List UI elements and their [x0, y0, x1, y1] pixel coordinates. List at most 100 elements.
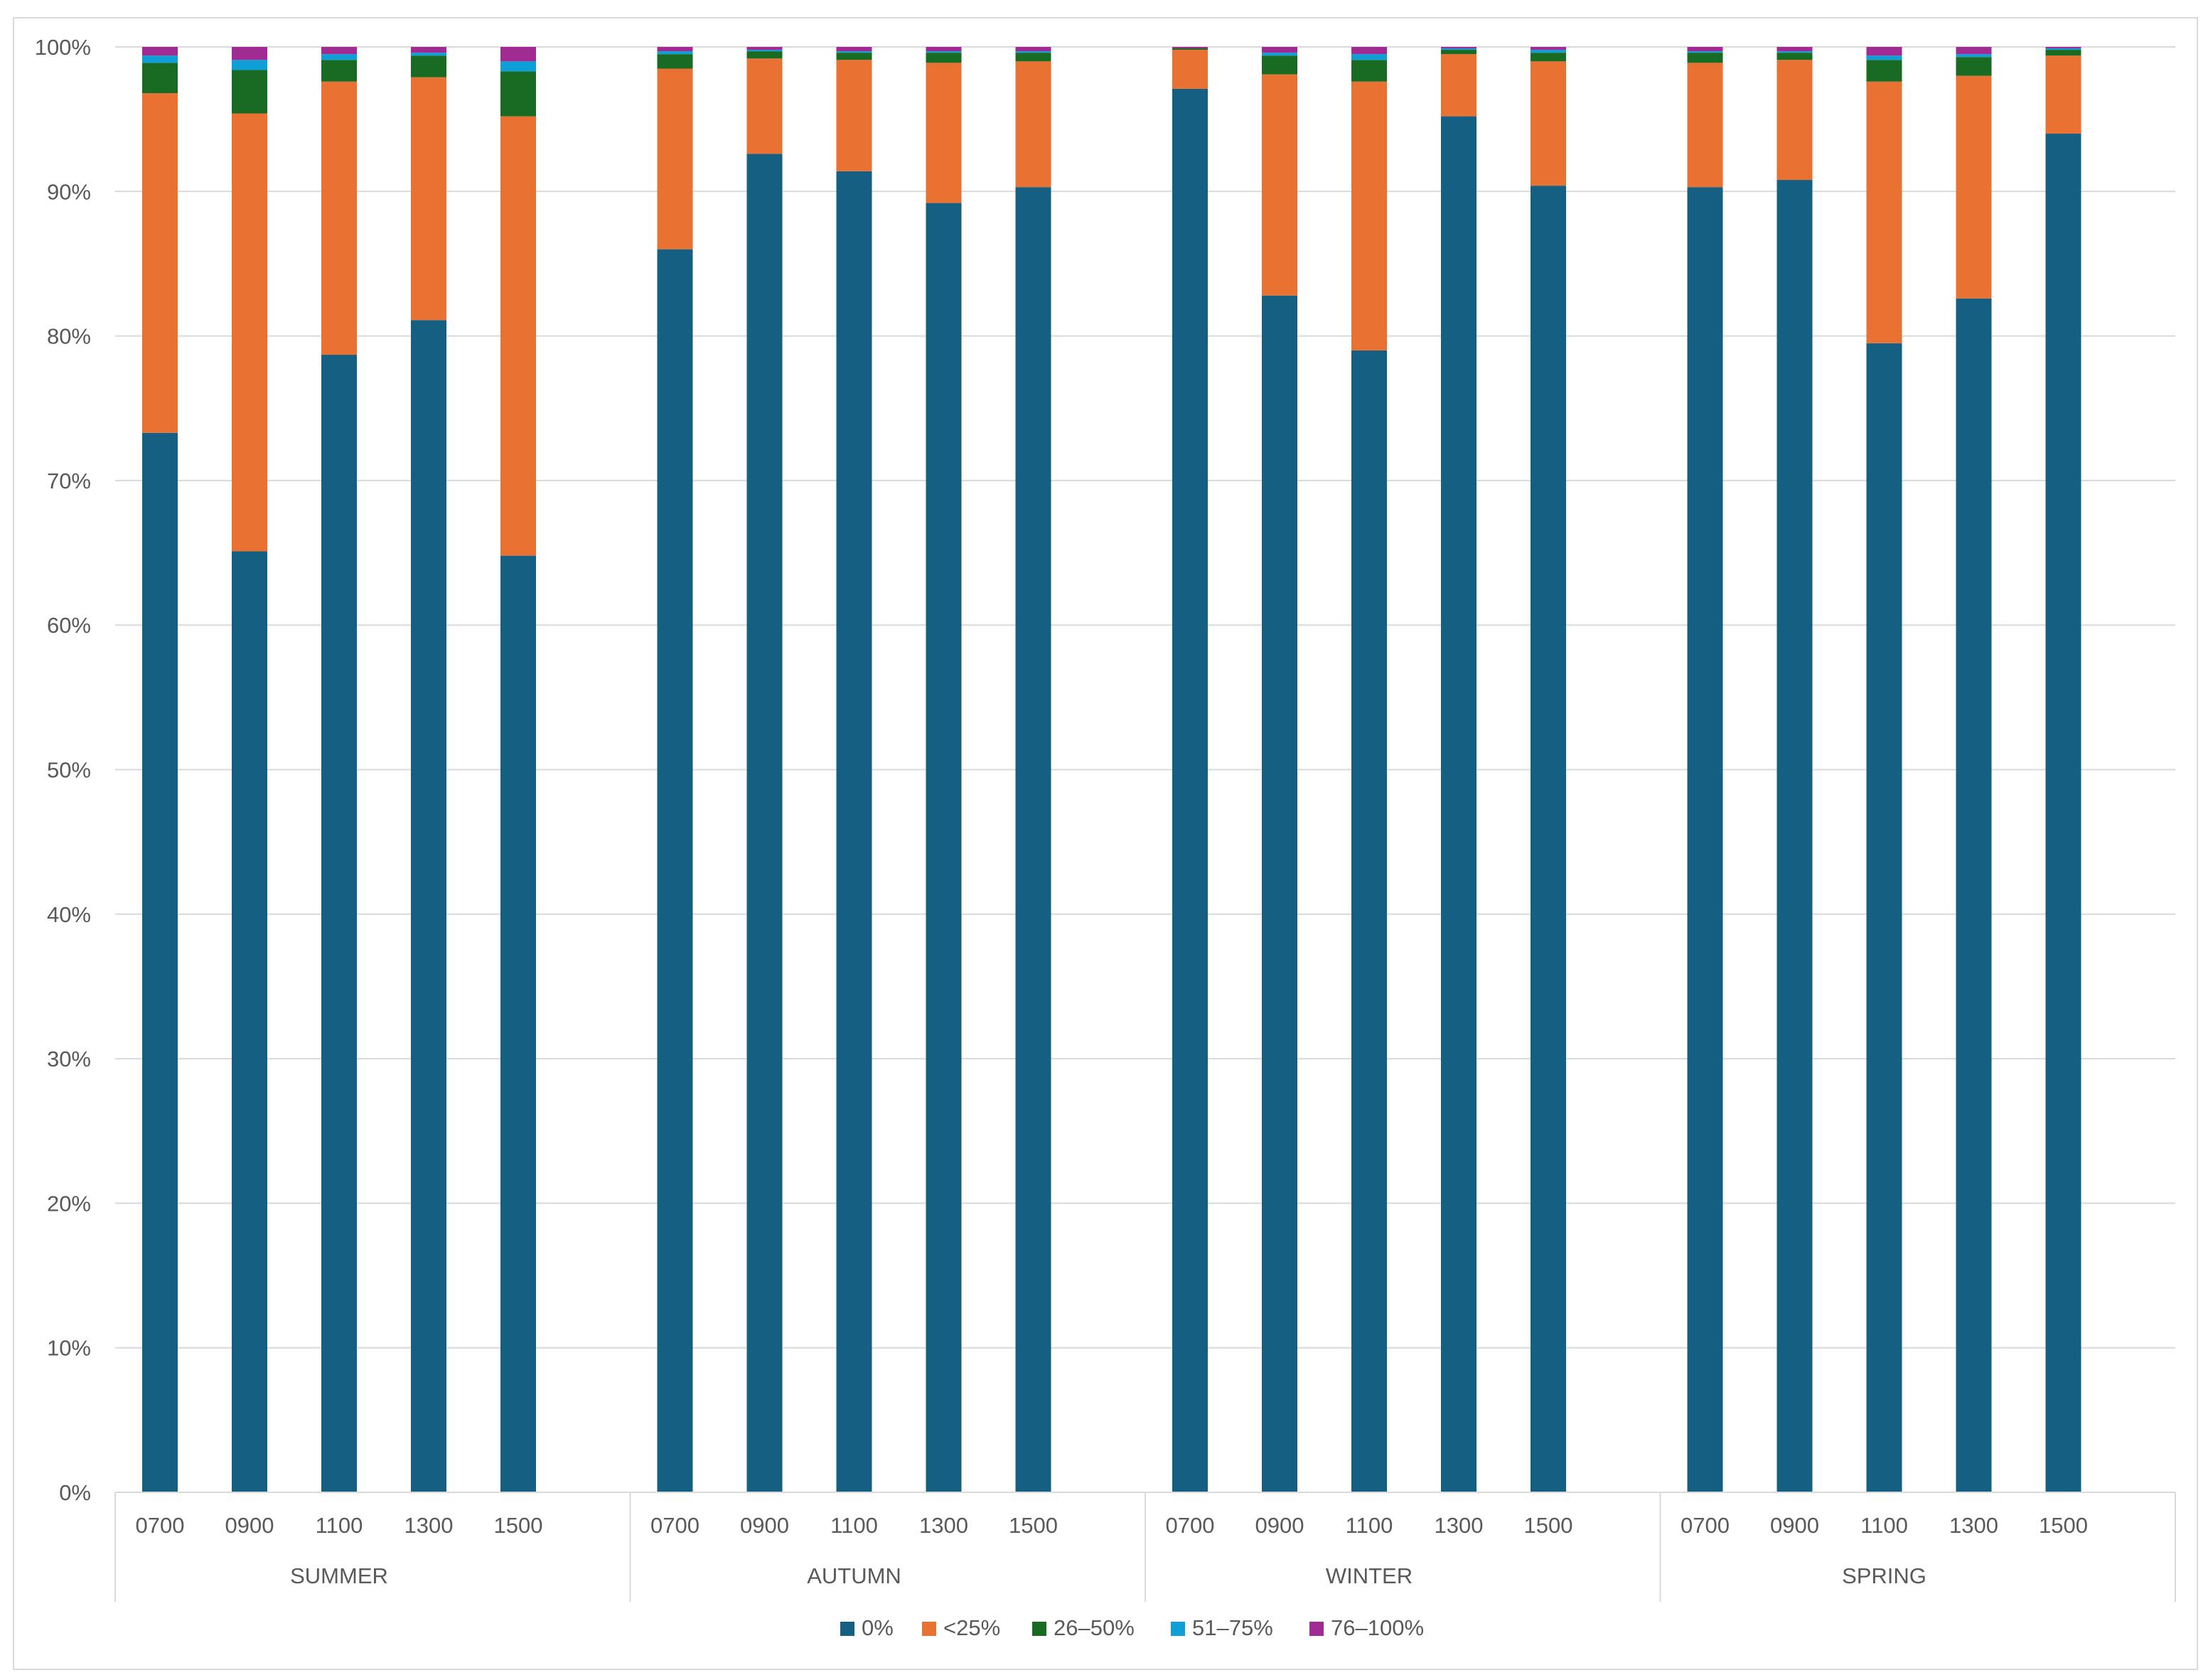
- x-category-label: 1300: [1949, 1513, 1998, 1538]
- bar-segment-spring-1100-s1: [1866, 81, 1902, 343]
- x-category-label: 0900: [1255, 1513, 1304, 1538]
- x-group-label: SPRING: [1842, 1563, 1926, 1588]
- x-category-label: 1500: [1524, 1513, 1573, 1538]
- legend-label: 26–50%: [1054, 1615, 1135, 1640]
- stacked-bar-chart: 0% 10% 20% 30% 40% 50% 60% 70% 80% 90% 100% 0700 09…: [35, 35, 2176, 1640]
- bar-segment-autumn-1100-s1: [836, 60, 872, 171]
- bar-segment-winter-1300-s1: [1441, 54, 1477, 117]
- bar-segment-autumn-1100-s2: [836, 53, 872, 60]
- bar-segment-spring-1500-s0: [2045, 133, 2081, 1493]
- x-category-label: 1300: [404, 1513, 454, 1538]
- bar-segment-summer-1300-s3: [411, 53, 446, 56]
- bar-segment-summer-1100-s3: [321, 54, 357, 60]
- bar-segment-winter-0900-s4: [1262, 47, 1297, 53]
- y-tick-label: 10%: [47, 1336, 91, 1361]
- bar-segment-autumn-0900-s4: [746, 47, 783, 50]
- bar-segment-spring-0700-s0: [1687, 187, 1723, 1493]
- x-category-label: 1300: [1435, 1513, 1484, 1538]
- bar-segment-winter-1500-s2: [1531, 53, 1566, 62]
- gridlines: [115, 46, 2175, 1493]
- bar-segment-summer-1100-s0: [321, 355, 357, 1492]
- bar-segment-winter-0900-s3: [1262, 53, 1297, 56]
- bar-segment-autumn-0700-s2: [657, 54, 693, 69]
- legend-swatch: [1032, 1622, 1046, 1636]
- legend: 0% <25% 26–50% 51–75% 76–100%: [840, 1615, 1424, 1640]
- bar-segment-summer-1500-s1: [500, 116, 536, 556]
- bar-segment-summer-1300-s2: [411, 55, 446, 77]
- bar-segment-winter-1300-s3: [1441, 48, 1477, 50]
- legend-swatch: [1309, 1622, 1324, 1636]
- bar-segment-winter-0700-s4: [1172, 47, 1208, 49]
- bar-segment-summer-0700-s4: [142, 47, 178, 56]
- bar-segment-autumn-1300-s3: [926, 51, 962, 53]
- bar-segment-autumn-1300-s4: [926, 47, 962, 52]
- x-category-label: 0900: [740, 1513, 789, 1538]
- bar-segment-autumn-1500-s2: [1015, 53, 1051, 62]
- y-tick-label: 0%: [59, 1480, 91, 1505]
- bar-segment-spring-1100-s2: [1866, 60, 1902, 82]
- bar-segment-summer-0900-s2: [232, 70, 267, 114]
- bar-segment-autumn-1100-s3: [836, 51, 872, 53]
- bar-segment-winter-1500-s0: [1531, 186, 1566, 1493]
- bar-segment-spring-0700-s2: [1687, 53, 1723, 63]
- bar-segment-summer-1100-s4: [321, 47, 357, 55]
- bar-segment-summer-0700-s0: [142, 432, 178, 1492]
- x-category-label: 0700: [1681, 1513, 1730, 1538]
- bar-segment-spring-1500-s2: [2045, 50, 2081, 56]
- y-tick-label: 40%: [47, 902, 91, 927]
- bar-segment-winter-1100-s2: [1351, 60, 1387, 82]
- bar-segment-winter-1500-s4: [1531, 47, 1566, 50]
- y-tick-label: 100%: [35, 35, 91, 60]
- bar-segment-winter-1500-s3: [1531, 50, 1566, 53]
- bar-segment-autumn-1300-s0: [926, 203, 962, 1493]
- bar-segment-winter-0700-s2: [1172, 48, 1208, 50]
- bar-segment-summer-1500-s0: [500, 555, 536, 1493]
- bar-segment-spring-0700-s1: [1687, 63, 1723, 188]
- bar-segment-spring-0900-s4: [1776, 47, 1813, 52]
- legend-label: 76–100%: [1331, 1615, 1424, 1640]
- bar-segment-winter-1100-s4: [1351, 47, 1387, 55]
- bar-segment-autumn-0900-s1: [746, 58, 783, 154]
- bar-segment-spring-1500-s3: [2045, 48, 2081, 50]
- bar-segment-summer-0900-s3: [232, 60, 267, 70]
- x-group-label: AUTUMN: [807, 1563, 901, 1588]
- bar-segment-winter-1500-s1: [1531, 61, 1566, 186]
- bar-segment-autumn-0700-s3: [657, 51, 693, 55]
- x-category-label: 0900: [225, 1513, 274, 1538]
- x-category-label: 1300: [919, 1513, 968, 1538]
- x-category-label: 0700: [136, 1513, 185, 1538]
- bar-segment-spring-0700-s3: [1687, 51, 1723, 53]
- bar-segment-winter-1300-s2: [1441, 50, 1477, 55]
- legend-label: <25%: [943, 1615, 1000, 1640]
- x-category-label: 1100: [830, 1513, 878, 1538]
- x-category-label: 1500: [494, 1513, 543, 1538]
- bar-segment-summer-1300-s4: [411, 47, 446, 53]
- bar-segment-winter-1100-s0: [1351, 350, 1387, 1493]
- legend-swatch: [840, 1622, 854, 1636]
- y-tick-label: 60%: [47, 613, 91, 638]
- bar-segment-autumn-1100-s0: [836, 171, 872, 1492]
- x-group-label: SUMMER: [290, 1563, 388, 1588]
- bar-segment-spring-1100-s3: [1866, 55, 1902, 60]
- bar-segment-winter-1300-s4: [1441, 47, 1477, 49]
- bars: [142, 47, 2081, 1493]
- y-tick-label: 20%: [47, 1191, 91, 1216]
- bar-segment-spring-1100-s4: [1866, 47, 1902, 56]
- bar-segment-autumn-0900-s2: [746, 51, 783, 59]
- y-tick-label: 80%: [47, 324, 91, 349]
- bar-segment-spring-1500-s4: [2045, 47, 2081, 49]
- x-category-label: 1500: [2039, 1513, 2088, 1538]
- y-axis-tick-labels: 0% 10% 20% 30% 40% 50% 60% 70% 80% 90% 100%: [35, 35, 91, 1505]
- x-category-label: 0700: [650, 1513, 700, 1538]
- bar-segment-spring-0900-s1: [1776, 60, 1813, 181]
- bar-segment-summer-1300-s0: [411, 320, 446, 1492]
- bar-segment-spring-1300-s2: [1956, 57, 1992, 76]
- bar-segment-summer-0900-s1: [232, 113, 267, 552]
- bar-segment-spring-0900-s0: [1776, 180, 1813, 1492]
- bar-segment-winter-0900-s2: [1262, 55, 1297, 75]
- bar-segment-spring-1300-s3: [1956, 54, 1992, 58]
- bar-segment-summer-0700-s2: [142, 63, 178, 94]
- bar-segment-winter-1100-s3: [1351, 54, 1387, 60]
- legend-label: 51–75%: [1192, 1615, 1273, 1640]
- y-tick-label: 70%: [47, 469, 91, 493]
